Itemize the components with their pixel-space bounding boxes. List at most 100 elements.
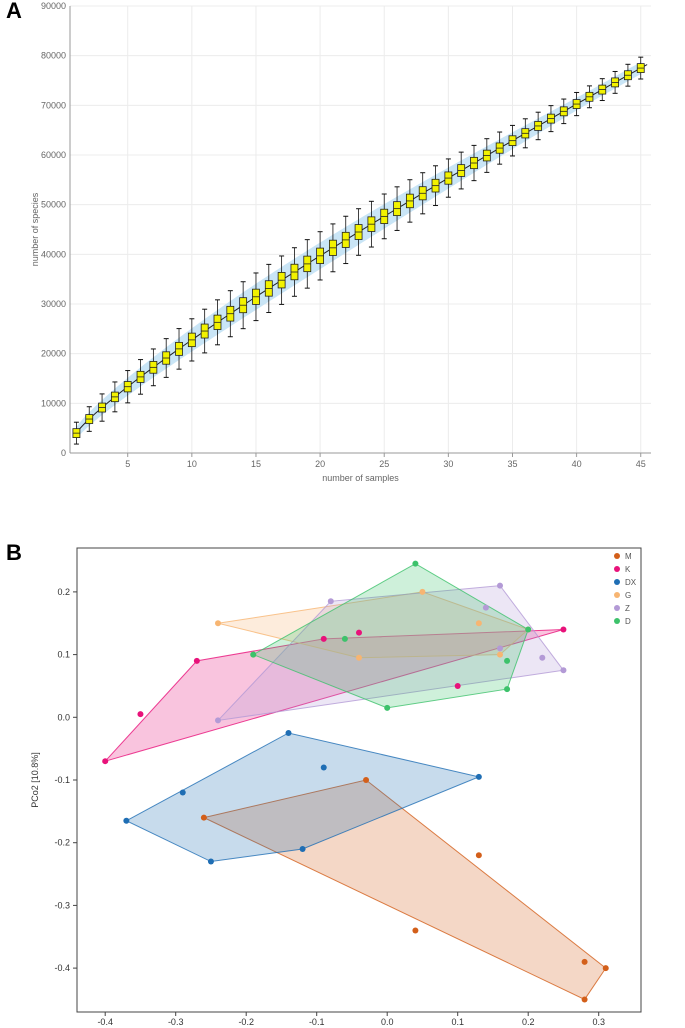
- boxplot-35: [508, 124, 517, 157]
- y-tick-label: 0.2: [57, 587, 70, 597]
- boxplot-38: [547, 105, 555, 133]
- y-tick-label: 0: [61, 448, 66, 458]
- point-dx: [207, 858, 214, 865]
- boxplot-45: [636, 56, 645, 80]
- boxplot-7: [149, 348, 158, 387]
- boxplot-10: [187, 318, 196, 362]
- boxplot-28: [418, 172, 427, 215]
- boxplot-17: [277, 255, 286, 305]
- boxplot-2: [85, 406, 94, 432]
- point-z: [497, 582, 503, 589]
- x-tick-label: 45: [636, 459, 646, 469]
- y-tick-label: -0.2: [54, 838, 70, 848]
- x-tick-label: 0.3: [592, 1017, 605, 1027]
- x-tick-label: -0.3: [168, 1017, 184, 1027]
- y-tick-label: 0.1: [57, 650, 70, 660]
- point-k: [454, 682, 461, 689]
- legend-label-g: G: [625, 591, 631, 600]
- point-k: [356, 629, 362, 636]
- point-m: [363, 777, 370, 783]
- x-tick-label: 15: [251, 459, 261, 469]
- x-tick-label: 0.0: [381, 1017, 394, 1027]
- x-tick-label: 10: [187, 459, 197, 469]
- boxplot-8: [162, 338, 171, 378]
- point-z: [560, 667, 567, 674]
- point-g: [356, 654, 362, 661]
- legend-marker-dx: [614, 579, 620, 585]
- y-tick-label: 90000: [41, 1, 66, 11]
- y-tick-label: -0.1: [54, 775, 70, 785]
- y-tick-label: 20000: [41, 349, 66, 359]
- y-tick-label: 60000: [41, 150, 66, 160]
- x-tick-label: 35: [507, 459, 517, 469]
- boxplot-4: [110, 381, 119, 413]
- boxplot-12: [213, 299, 222, 346]
- boxplot-19: [303, 239, 312, 289]
- legend-marker-z: [614, 605, 620, 611]
- point-g: [497, 651, 503, 658]
- point-d: [412, 560, 419, 567]
- boxplot-37: [534, 111, 543, 141]
- boxplot-22: [341, 215, 350, 265]
- point-g: [475, 620, 482, 627]
- point-z: [539, 654, 546, 661]
- x-tick-label: 30: [443, 459, 453, 469]
- point-m: [412, 927, 419, 934]
- boxplot-39: [559, 98, 568, 125]
- x-tick-label: -0.4: [97, 1017, 113, 1027]
- boxplot-40: [572, 91, 581, 117]
- y-tick-label: -0.3: [54, 900, 70, 910]
- point-d: [525, 626, 532, 633]
- boxplot-1: [72, 421, 81, 445]
- y-tick-label: -0.4: [54, 963, 70, 973]
- boxplot-30: [444, 158, 453, 198]
- y-axis-label: number of species: [30, 192, 40, 266]
- boxplot-14: [239, 281, 248, 330]
- point-z: [327, 598, 334, 605]
- boxplot-24: [367, 200, 376, 248]
- x-tick-label: 0.1: [451, 1017, 464, 1027]
- boxplot-20: [316, 231, 324, 281]
- legend-marker-d: [614, 618, 620, 624]
- boxplot-9: [175, 328, 183, 370]
- hull-d: [252, 563, 529, 709]
- boxplot-31: [457, 151, 466, 190]
- boxplot-25: [380, 193, 389, 240]
- y-tick-label: 50000: [41, 200, 66, 210]
- point-z: [215, 717, 221, 724]
- y-tick-label: 10000: [41, 398, 66, 408]
- boxplot-42: [598, 78, 607, 102]
- hull-dx: [125, 732, 481, 863]
- boxplot-23: [354, 208, 363, 256]
- point-dx: [179, 789, 186, 796]
- hull-g: [217, 591, 530, 659]
- point-dx: [299, 845, 306, 852]
- legend-label-dx: DX: [625, 578, 637, 587]
- point-d: [504, 657, 511, 664]
- y-tick-label: 30000: [41, 299, 66, 309]
- boxplot-33: [482, 138, 491, 173]
- x-tick-label: 40: [572, 459, 582, 469]
- point-d: [250, 651, 257, 658]
- boxplot-6: [136, 359, 145, 395]
- legend-label-k: K: [625, 565, 631, 574]
- point-z: [497, 645, 503, 652]
- point-z: [482, 604, 489, 611]
- y-tick-label: 80000: [41, 51, 66, 61]
- point-g: [215, 620, 221, 627]
- boxplot-15: [252, 272, 260, 322]
- point-dx: [320, 764, 327, 771]
- legend-label-d: D: [625, 617, 631, 626]
- point-m: [475, 852, 482, 859]
- y-tick-label: 0.0: [57, 712, 70, 722]
- x-tick-label: -0.2: [238, 1017, 254, 1027]
- panel-b-letter: B: [6, 540, 22, 565]
- boxplot-5: [123, 370, 132, 404]
- point-m: [581, 958, 588, 965]
- boxplot-44: [624, 63, 632, 87]
- boxplot-16: [264, 263, 273, 314]
- x-tick-label: 20: [315, 459, 325, 469]
- panel-a-letter: A: [6, 0, 22, 23]
- point-k: [560, 626, 567, 633]
